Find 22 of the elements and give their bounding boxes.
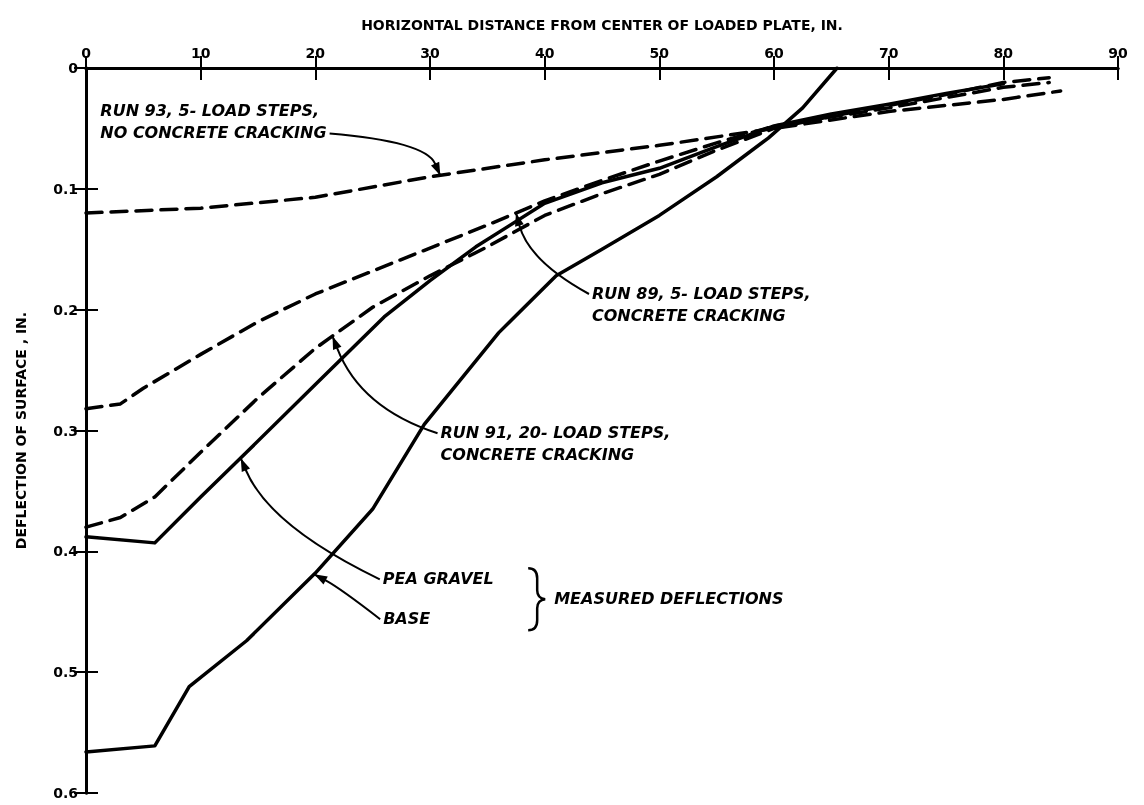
x-tick-label: 10 [190, 45, 211, 61]
x-tick-label: 60 [764, 45, 784, 61]
y-tick-label: 0.4 [53, 543, 79, 560]
annotation: MEASURED DEFLECTIONS [554, 589, 784, 609]
x-tick-label: 80 [993, 45, 1014, 61]
x-tick-label: 30 [420, 45, 440, 61]
annotation: RUN 91, 20- LOAD STEPS, CONCRETE CRACKING [440, 423, 671, 465]
annotation: RUN 89, 5- LOAD STEPS, CONCRETE CRACKING [592, 284, 811, 325]
y-tick-label: 0.5 [53, 664, 78, 681]
x-axis-title: HORIZONTAL DISTANCE FROM CENTER OF LOADED PLATE, IN. [361, 17, 843, 33]
annotation: RUN 93, 5- LOAD STEPS, NO CONCRETE CRACKING [100, 100, 327, 142]
x-tick-label: 50 [649, 45, 670, 61]
annotation: PEA GRAVEL [382, 569, 494, 589]
y-tick-label: 0.2 [53, 301, 78, 318]
x-tick-label: 20 [305, 45, 326, 61]
y-axis-title: DEFLECTION OF SURFACE , IN. [13, 311, 29, 550]
annotation: BASE [383, 609, 431, 629]
x-tick-label: 90 [1108, 45, 1128, 61]
y-tick-label: 0.1 [53, 180, 78, 197]
x-tick-label: 40 [534, 45, 555, 61]
x-tick-label: 70 [878, 45, 899, 61]
y-tick-label: 0.3 [53, 422, 78, 439]
